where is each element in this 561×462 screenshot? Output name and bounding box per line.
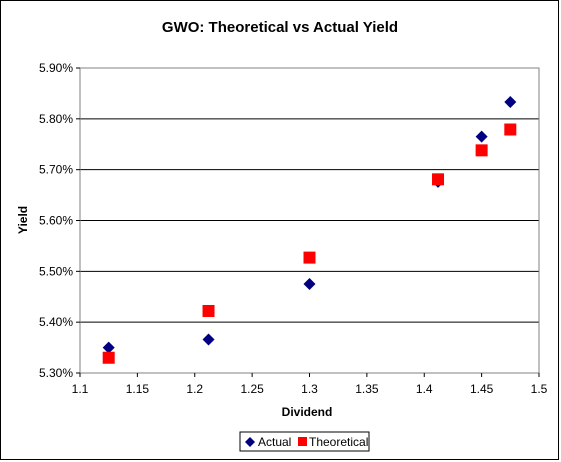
legend: Actual Theoretical <box>239 431 370 452</box>
x-tick-label: 1.35 <box>355 382 379 396</box>
x-axis-title: Dividend <box>282 405 333 419</box>
x-axis: 1.1 1.15 1.2 1.25 1.3 1.35 1.4 1.45 1.5 <box>72 373 548 396</box>
legend-actual-marker <box>245 437 255 447</box>
data-points <box>102 96 517 364</box>
y-tick-label: 5.50% <box>39 264 73 278</box>
x-tick-label: 1.2 <box>186 382 203 396</box>
x-tick-label: 1.3 <box>301 382 318 396</box>
theoretical-point <box>432 173 445 186</box>
theoretical-point <box>303 251 316 264</box>
actual-point <box>202 333 215 346</box>
theoretical-point <box>102 351 115 364</box>
x-tick-label: 1.15 <box>126 382 150 396</box>
y-tick-label: 5.30% <box>39 366 73 380</box>
actual-point <box>475 130 488 143</box>
x-tick-label: 1.45 <box>470 382 494 396</box>
theoretical-point <box>475 144 488 157</box>
x-tick-label: 1.1 <box>72 382 89 396</box>
legend-actual-label: Actual <box>258 435 291 449</box>
y-axis: 5.30% 5.40% 5.50% 5.60% 5.70% 5.80% 5.90% <box>39 61 80 380</box>
x-tick-label: 1.25 <box>240 382 264 396</box>
y-tick-label: 5.40% <box>39 315 73 329</box>
theoretical-point <box>202 304 215 317</box>
y-tick-label: 5.70% <box>39 163 73 177</box>
y-tick-label: 5.90% <box>39 61 73 75</box>
y-tick-label: 5.60% <box>39 214 73 228</box>
actual-point <box>303 278 316 291</box>
grid <box>80 118 539 323</box>
actual-point <box>102 341 115 354</box>
y-tick-label: 5.80% <box>39 112 73 126</box>
chart-title: GWO: Theoretical vs Actual Yield <box>162 19 398 36</box>
x-tick-label: 1.5 <box>531 382 548 396</box>
legend-theoretical-label: Theoretical <box>309 435 368 449</box>
theoretical-point <box>504 123 517 136</box>
y-axis-title: Yield <box>16 206 30 234</box>
legend-theoretical-marker <box>298 437 307 446</box>
x-tick-label: 1.4 <box>416 382 433 396</box>
actual-point <box>504 96 517 109</box>
